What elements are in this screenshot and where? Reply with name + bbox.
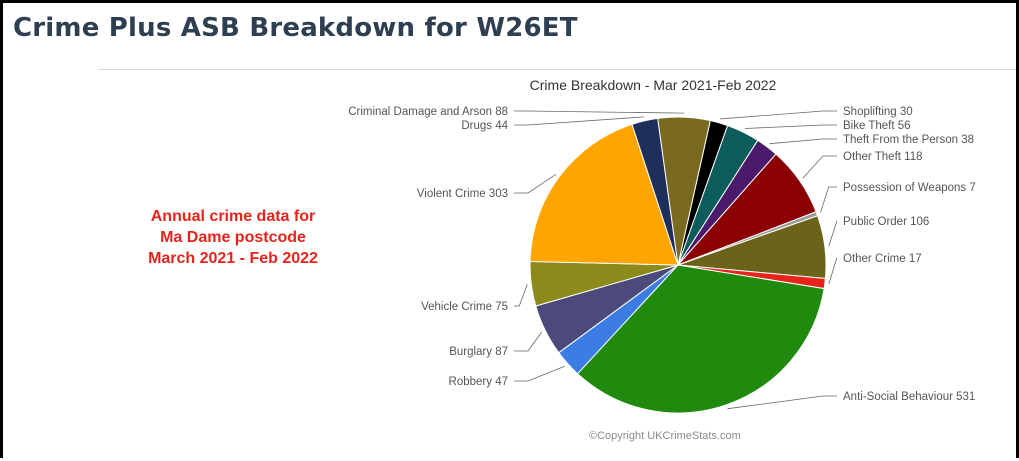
leader-line [744, 124, 837, 129]
slice-label: Drugs 44 [461, 120, 508, 132]
annual-note-line-2: Ma Dame postcode [160, 229, 306, 246]
leader-line [720, 110, 837, 120]
slice-label: Theft From the Person 38 [843, 134, 974, 146]
leader-line [514, 116, 644, 126]
copyright: ©Copyright UKCrimeStats.com [589, 430, 741, 442]
leader-line [514, 284, 528, 307]
leader-line [514, 331, 542, 352]
slice-label: Shoplifting 30 [843, 106, 913, 118]
slice-label: Bike Theft 56 [843, 120, 911, 132]
title-divider [98, 69, 1016, 70]
page-title: Crime Plus ASB Breakdown for W26ET [13, 13, 578, 43]
slice-label: Criminal Damage and Arson 88 [348, 106, 508, 118]
annual-note-line-1: Annual crime data for [150, 208, 316, 225]
leader-line [802, 155, 837, 179]
slice-label: Burglary 87 [449, 346, 508, 358]
slice-label: Robbery 47 [449, 376, 508, 388]
slice-label: Possession of Weapons 7 [843, 182, 976, 194]
leader-line [828, 257, 838, 285]
leader-line [769, 138, 837, 145]
leader-line [820, 186, 837, 213]
pie-slice-criminal-damage-and-arson[interactable] [657, 116, 711, 266]
slice-label: Anti-Social Behaviour 531 [843, 391, 975, 403]
slice-label: Public Order 106 [843, 216, 929, 228]
chart-title: Crime Breakdown - Mar 2021-Feb 2022 [529, 77, 777, 93]
slice-label: Violent Crime 303 [417, 188, 508, 200]
leader-line [828, 220, 838, 247]
leader-line [514, 365, 565, 382]
leader-line [514, 173, 557, 194]
leader-line [727, 395, 837, 410]
pie-slice-anti-social-behaviour[interactable] [576, 264, 825, 414]
annual-note: Annual crime data for Ma Dame postcode M… [113, 206, 353, 269]
slice-label: Other Theft 118 [843, 151, 922, 163]
pie-slice-violent-crime[interactable] [529, 123, 679, 266]
slice-label: Vehicle Crime 75 [421, 301, 508, 313]
annual-note-line-3: March 2021 - Feb 2022 [148, 250, 318, 267]
slice-label: Other Crime 17 [843, 253, 922, 265]
leader-line [514, 110, 685, 114]
